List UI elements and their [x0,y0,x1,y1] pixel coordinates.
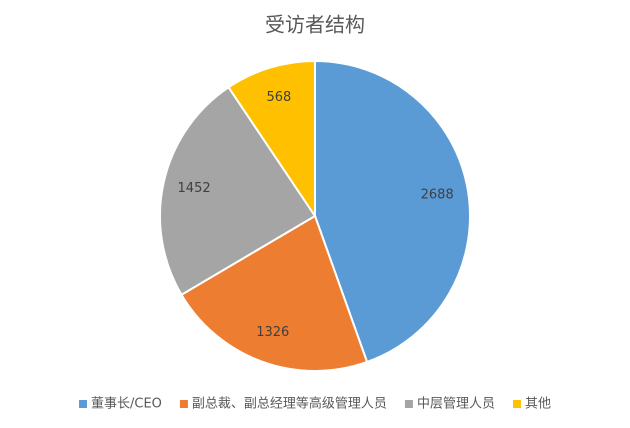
data-label: 1452 [178,181,211,196]
legend-label: 董事长/CEO [91,397,162,412]
pie-slice [159,85,317,297]
legend-label: 副总裁、副总经理等高级管理人员 [192,396,387,412]
pie-slice [314,59,471,364]
pie-slice [180,214,369,372]
chart-title: 受访者结构 [265,13,365,37]
data-label: 2688 [421,187,454,202]
legend-swatch [512,400,521,408]
legend-swatch [404,400,413,408]
legend-label: 其他 [525,397,551,412]
legend-label: 中层管理人员 [417,397,495,412]
legend-swatch [79,400,88,408]
data-label: 1326 [256,325,289,340]
legend-swatch [179,400,188,408]
pie-slice [227,59,316,220]
data-label: 568 [266,90,291,105]
